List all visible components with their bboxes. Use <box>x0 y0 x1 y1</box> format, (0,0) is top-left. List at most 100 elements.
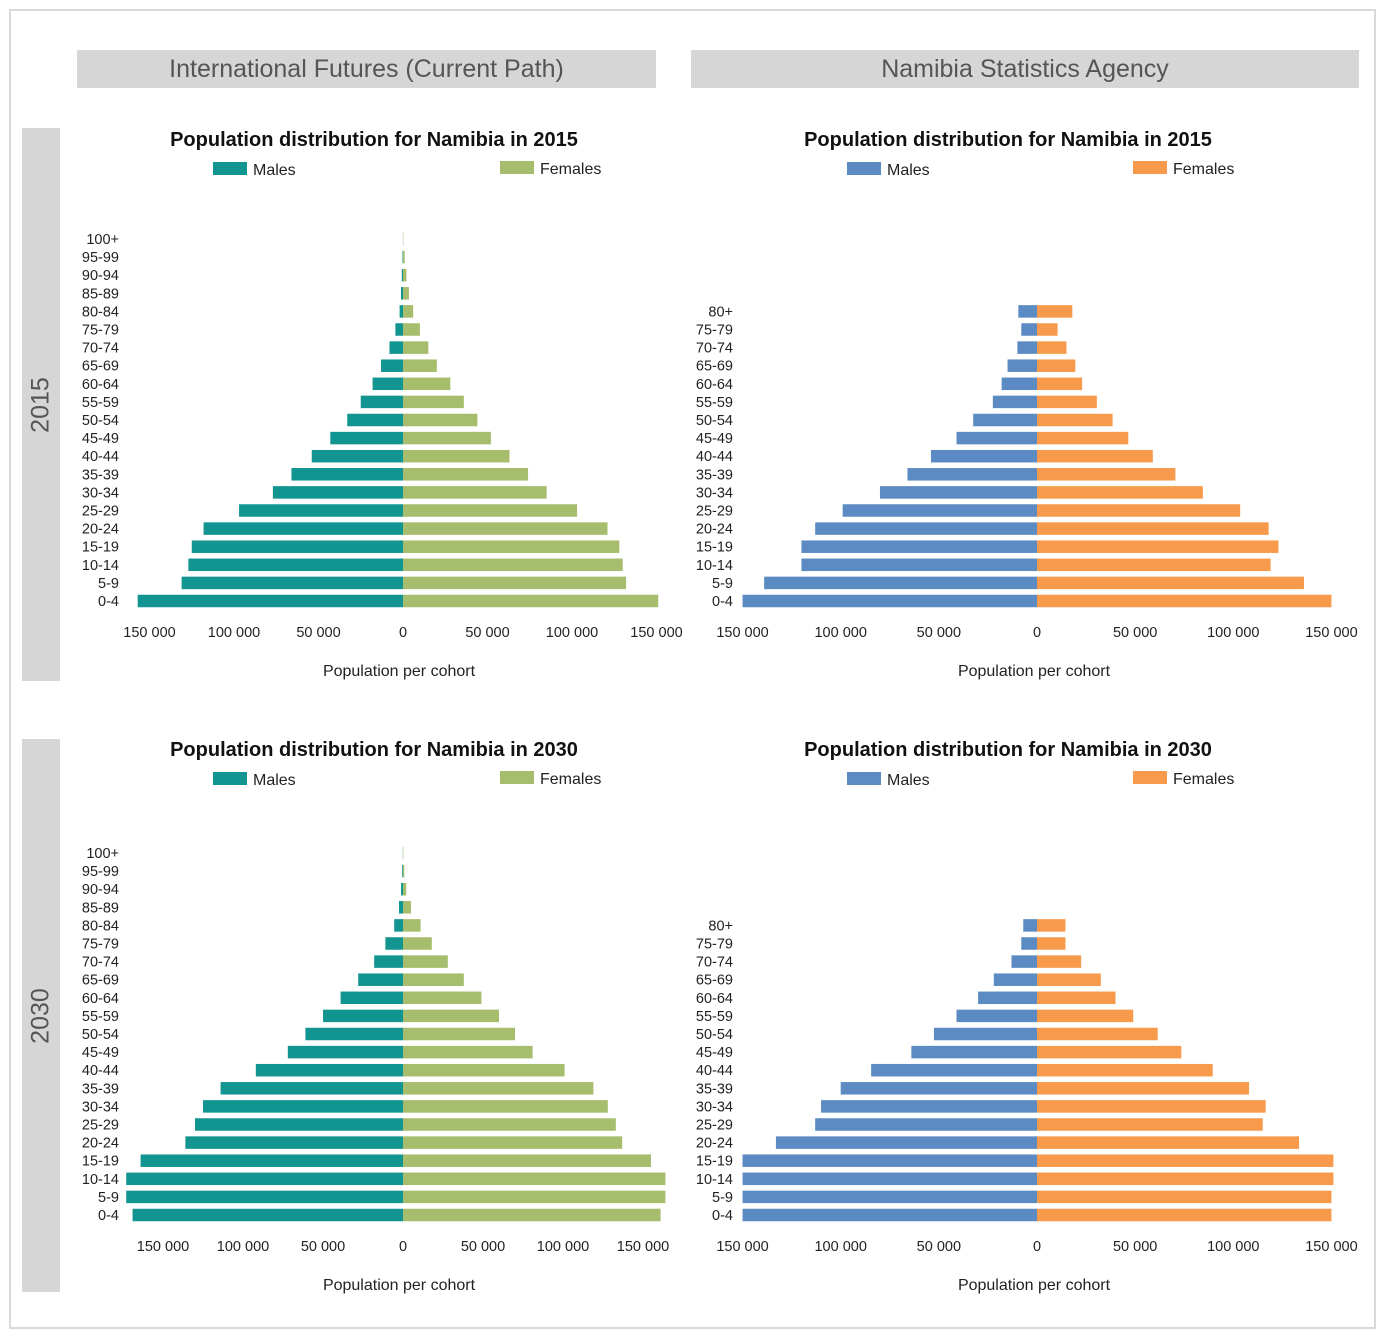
legend-swatch-females <box>1133 161 1167 174</box>
category-label: 45-49 <box>82 1045 119 1061</box>
category-label: 50-54 <box>82 1027 119 1043</box>
bar-females-55-59 <box>403 395 464 409</box>
bar-males-20-24 <box>185 1136 403 1149</box>
bar-males-0-4 <box>137 594 404 608</box>
bar-females-75-79 <box>1037 937 1066 950</box>
bar-males-20-24 <box>815 522 1037 535</box>
bar-males-85-89 <box>400 287 403 300</box>
x-tick-label: 50 000 <box>917 1239 961 1255</box>
category-label: 90-94 <box>82 882 119 898</box>
bar-males-75-79 <box>1021 323 1037 336</box>
bar-females-90-94 <box>403 882 407 896</box>
bar-females-25-29 <box>403 1118 616 1131</box>
category-label: 45-49 <box>696 1045 733 1061</box>
x-tick-label: 50 000 <box>296 625 340 641</box>
chart-nsa-2030: Population distribution for Namibia in 2… <box>696 739 1358 1294</box>
bar-females-0-4 <box>403 1208 661 1222</box>
bar-males-60-64 <box>340 991 403 1005</box>
bar-males-0-4 <box>742 594 1037 608</box>
category-label: 30-34 <box>82 1099 119 1115</box>
bar-males-40-44 <box>930 449 1037 463</box>
bar-females-60-64 <box>403 377 451 391</box>
legend-swatch-males <box>213 162 247 175</box>
category-label: 55-59 <box>696 395 733 411</box>
category-label: 25-29 <box>696 1118 733 1134</box>
bar-males-35-39 <box>907 468 1037 481</box>
category-label: 70-74 <box>696 955 733 971</box>
bar-males-35-39 <box>291 468 403 481</box>
category-label: 30-34 <box>696 485 733 501</box>
bar-females-45-49 <box>1037 1045 1182 1059</box>
category-label: 65-69 <box>696 973 733 989</box>
bar-females-0-4 <box>1037 1208 1332 1222</box>
bar-males-0-4 <box>132 1208 403 1222</box>
category-label: 65-69 <box>696 359 733 375</box>
bar-females-25-29 <box>1037 1118 1263 1131</box>
chart-nsa-2015: Population distribution for Namibia in 2… <box>696 129 1358 680</box>
legend-swatch-females <box>1133 771 1167 784</box>
legend-label-males: Males <box>887 162 930 179</box>
bar-females-25-29 <box>1037 504 1241 517</box>
category-label: 80+ <box>708 304 733 320</box>
bar-females-60-64 <box>403 991 482 1005</box>
bar-females-20-24 <box>1037 522 1269 535</box>
legend-label-males: Males <box>253 162 296 179</box>
bar-females-35-39 <box>1037 1082 1250 1095</box>
bar-males-95-99 <box>402 250 403 264</box>
category-label: 15-19 <box>696 540 733 556</box>
bar-males-30-34 <box>272 486 403 499</box>
bar-females-75-79 <box>403 323 420 336</box>
column-header-ifs: International Futures (Current Path) <box>77 50 656 88</box>
bar-males-70-74 <box>374 955 403 968</box>
x-tick-label: 100 000 <box>208 625 260 641</box>
category-label: 40-44 <box>82 449 119 465</box>
bar-females-20-24 <box>403 522 608 535</box>
category-label: 55-59 <box>696 1009 733 1025</box>
chart-title: Population distribution for Namibia in 2… <box>804 739 1212 761</box>
category-label: 60-64 <box>82 377 119 393</box>
bar-females-65-69 <box>1037 973 1101 986</box>
bar-females-55-59 <box>1037 395 1097 409</box>
bar-females-50-54 <box>1037 1027 1158 1041</box>
category-label: 40-44 <box>82 1063 119 1079</box>
x-tick-label: 150 000 <box>716 625 768 641</box>
bar-females-95-99 <box>403 250 405 264</box>
category-label: 70-74 <box>82 341 119 357</box>
bar-males-35-39 <box>840 1082 1037 1095</box>
category-label: 5-9 <box>98 1190 119 1206</box>
bar-males-10-14 <box>188 558 403 572</box>
x-tick-label: 150 000 <box>1305 625 1357 641</box>
category-label: 40-44 <box>696 1063 733 1079</box>
bar-females-65-69 <box>1037 359 1076 372</box>
bar-males-50-54 <box>933 1027 1037 1041</box>
category-label: 50-54 <box>696 413 733 429</box>
bar-males-45-49 <box>330 431 403 445</box>
category-label: 70-74 <box>696 341 733 357</box>
x-tick-label: 0 <box>1033 1239 1041 1255</box>
category-label: 5-9 <box>712 1190 733 1206</box>
legend-swatch-females <box>500 771 534 784</box>
category-label: 80-84 <box>82 918 119 934</box>
category-label: 10-14 <box>82 558 119 574</box>
bar-females-65-69 <box>403 359 437 372</box>
chart-title: Population distribution for Namibia in 2… <box>804 129 1212 151</box>
bar-females-35-39 <box>403 1082 594 1095</box>
x-tick-label: 100 000 <box>1207 1239 1259 1255</box>
x-axis-label: Population per cohort <box>958 663 1111 680</box>
bar-males-35-39 <box>220 1082 403 1095</box>
legend-swatch-males <box>213 772 247 785</box>
bar-females-40-44 <box>403 449 510 463</box>
x-tick-label: 100 000 <box>217 1239 269 1255</box>
bar-females-45-49 <box>403 431 491 445</box>
bar-females-80-84 <box>403 919 421 932</box>
bar-females-0-4 <box>403 594 659 608</box>
x-tick-label: 100 000 <box>1207 625 1259 641</box>
bar-females-15-19 <box>1037 1154 1334 1167</box>
legend-label-females: Females <box>1173 771 1234 788</box>
bar-males-70-74 <box>389 341 403 354</box>
bar-males-85-89 <box>399 901 403 914</box>
bar-males-5-9 <box>126 1190 403 1204</box>
bar-females-75-79 <box>403 937 432 950</box>
row-header-2030-label: 2030 <box>26 987 55 1044</box>
bar-females-10-14 <box>1037 1172 1334 1186</box>
